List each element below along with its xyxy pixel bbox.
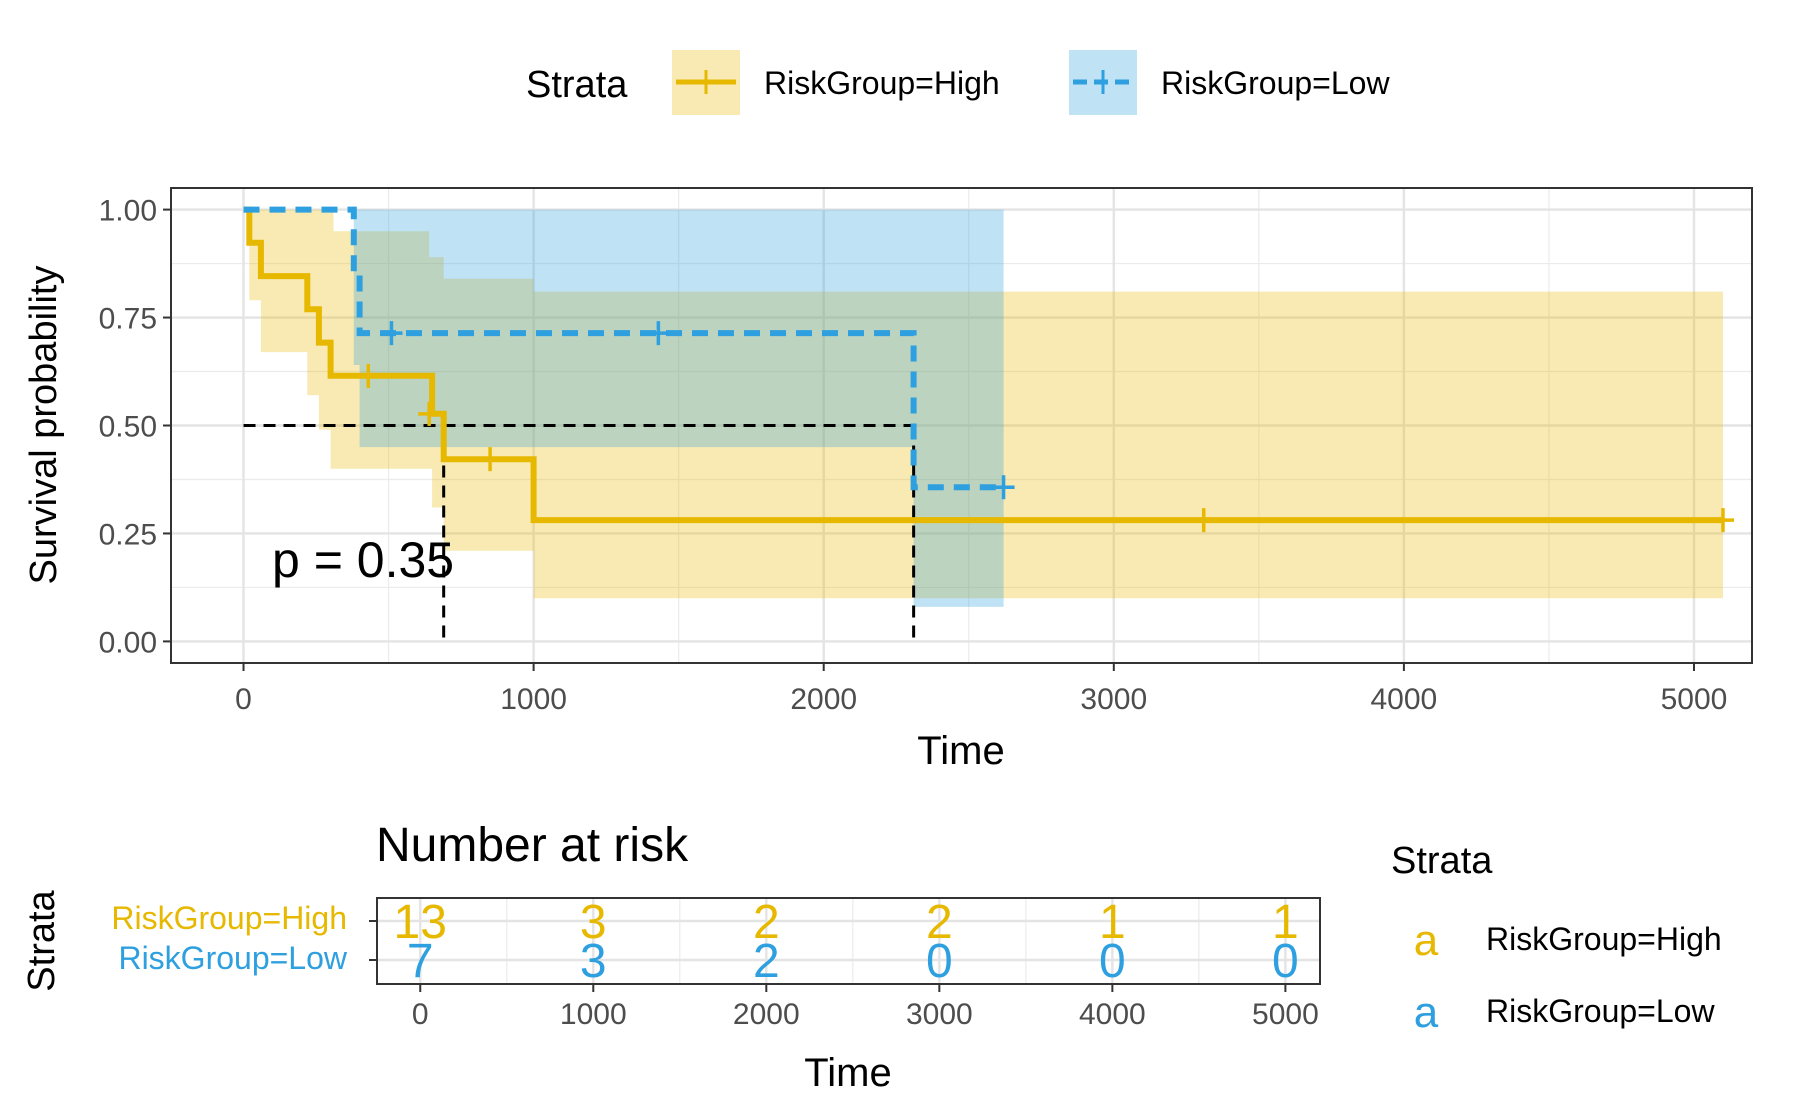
- censor-mark-high: [1711, 508, 1734, 533]
- risk-axes: 0 1000 2000 3000 4000 5000: [369, 920, 1319, 1031]
- censor-mark-low: [992, 475, 1015, 500]
- risk-row-label-low: RiskGroup=Low: [118, 940, 347, 976]
- risk-value-high: 3: [580, 896, 607, 949]
- risk-x-axis-title: Time: [804, 1051, 891, 1095]
- risk-value-low: 0: [1272, 935, 1299, 988]
- median-lines: [243, 424, 916, 642]
- risk-row-label-high: RiskGroup=High: [111, 900, 347, 936]
- x-tick-label: 0: [235, 683, 252, 716]
- confidence-bands: [243, 209, 1723, 607]
- legend-entry-low: RiskGroup=Low: [1069, 50, 1390, 115]
- y-tick-label: 1.00: [99, 195, 157, 228]
- censor-mark-low: [380, 321, 403, 346]
- censor-mark-high: [1192, 508, 1215, 533]
- x-axis-title: Time: [917, 729, 1004, 773]
- ci-band-low: [243, 209, 1004, 607]
- risk-x-tick-label: 1000: [560, 998, 627, 1031]
- censor-mark-low: [647, 321, 670, 346]
- risk-value-low: 3: [580, 935, 607, 988]
- risk-value-low: 2: [753, 935, 780, 988]
- survival-curves: [243, 206, 1723, 524]
- legend-label-high: RiskGroup=High: [764, 65, 1000, 101]
- risk-legend-label-high: RiskGroup=High: [1486, 921, 1722, 957]
- censor-marks: [357, 321, 1734, 533]
- risk-value-high: 1: [1099, 896, 1126, 949]
- x-tick-label: 2000: [790, 683, 857, 716]
- risk-x-tick-label: 2000: [733, 998, 800, 1031]
- y-axis-title: Survival probability: [23, 266, 65, 585]
- risk-values: 13 3 2 2 1 17 3 2 0 0 0: [394, 896, 1299, 988]
- legend-entry-high: RiskGroup=High: [672, 50, 1000, 115]
- y-tick-label: 0.25: [99, 518, 157, 551]
- risk-legend-key-low: a: [1414, 988, 1439, 1037]
- ci-band-high: [243, 209, 1723, 599]
- risk-table: Number at risk 13 3 2 2 1 17 3 2 0 0 0 0 1000 2000 30…: [21, 819, 1321, 1095]
- survival-curve-low: [243, 206, 1004, 491]
- risk-legend-label-low: RiskGroup=Low: [1486, 993, 1715, 1029]
- risk-x-tick-label: 4000: [1079, 998, 1146, 1031]
- y-tick-label: 0.00: [99, 626, 157, 659]
- risk-y-axis-title: Strata: [21, 889, 63, 991]
- censor-mark-high: [479, 447, 502, 472]
- legend-label-low: RiskGroup=Low: [1161, 65, 1390, 101]
- survival-plot: 0 1000 2000 3000 4000 5000 0.00 0.25 0.50 0.75 1.0…: [23, 187, 1753, 773]
- risk-grid-lines: [377, 898, 1320, 984]
- risk-table-title: Number at risk: [376, 819, 689, 872]
- risk-x-tick-label: 0: [412, 998, 429, 1031]
- top-legend: Strata RiskGroup=High RiskGroup=Low: [526, 50, 1390, 115]
- censor-mark-high: [357, 363, 380, 388]
- survival-curve-high: [243, 206, 1723, 524]
- y-tick-label: 0.75: [99, 303, 157, 336]
- grid-lines: [171, 188, 1752, 663]
- risk-legend: Strata a RiskGroup=High a RiskGroup=Low: [1391, 840, 1722, 1037]
- risk-value-high: 2: [926, 896, 953, 949]
- axes: 0 1000 2000 3000 4000 5000 0.00 0.25 0.50 0.75 1.0…: [99, 195, 1728, 716]
- risk-panel-border: [376, 897, 1321, 985]
- p-value-annotation: p = 0.35: [272, 532, 454, 588]
- risk-value-high: 1: [1272, 896, 1299, 949]
- y-tick-label: 0.50: [99, 411, 157, 444]
- top-legend-title: Strata: [526, 64, 628, 106]
- risk-x-tick-label: 5000: [1252, 998, 1319, 1031]
- risk-value-low: 7: [407, 935, 434, 988]
- risk-legend-title: Strata: [1391, 840, 1493, 882]
- risk-value-high: 2: [753, 896, 780, 949]
- risk-value-high: 13: [394, 896, 447, 949]
- x-tick-label: 4000: [1371, 683, 1438, 716]
- x-tick-label: 3000: [1080, 683, 1147, 716]
- x-tick-label: 5000: [1661, 683, 1728, 716]
- risk-value-low: 0: [1099, 935, 1126, 988]
- risk-x-tick-label: 3000: [906, 998, 973, 1031]
- risk-value-low: 0: [926, 935, 953, 988]
- censor-mark-high: [418, 401, 441, 426]
- risk-legend-key-high: a: [1414, 916, 1439, 965]
- x-tick-label: 1000: [500, 683, 567, 716]
